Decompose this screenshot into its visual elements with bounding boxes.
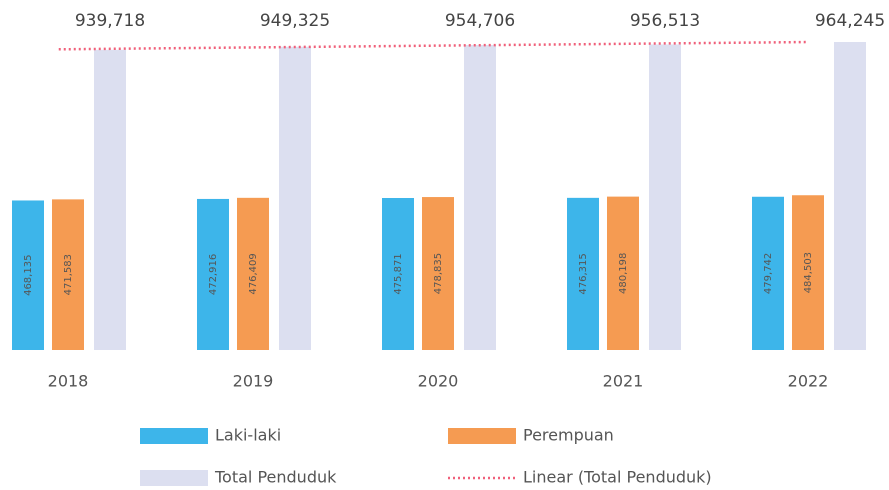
legend-swatch (140, 428, 208, 444)
value-label: 475,871 (393, 253, 404, 294)
legend-swatch (448, 428, 516, 444)
bar (792, 195, 824, 350)
bar (422, 197, 454, 350)
bar (607, 196, 639, 350)
bar (834, 42, 866, 350)
bar (567, 197, 599, 350)
value-label: 949,325 (260, 11, 330, 31)
legend-label: Total Penduduk (214, 468, 337, 487)
bar (12, 200, 44, 350)
bar (382, 197, 414, 350)
trendline (58, 40, 809, 51)
bar (464, 45, 496, 350)
x-tick-label: 2022 (788, 372, 829, 391)
bar (752, 196, 784, 350)
x-tick-label: 2020 (418, 372, 459, 391)
value-label: 476,409 (248, 253, 259, 294)
value-label: 479,742 (763, 253, 774, 294)
value-label: 476,315 (578, 253, 589, 294)
x-tick-label: 2021 (603, 372, 644, 391)
value-label: 471,583 (63, 254, 74, 295)
bar (279, 46, 311, 351)
x-tick-label: 2019 (233, 372, 274, 391)
legend-label: Perempuan (523, 426, 614, 445)
value-label: 954,706 (445, 11, 515, 31)
bar (52, 199, 84, 350)
value-label: 964,245 (815, 11, 885, 31)
value-label: 478,835 (433, 253, 444, 294)
bar (197, 198, 229, 350)
value-label: 480,198 (618, 253, 629, 294)
bar (649, 44, 681, 351)
bar (94, 49, 126, 350)
legend-label: Linear (Total Penduduk) (523, 468, 712, 487)
bar (237, 197, 269, 350)
legend-label: Laki-laki (215, 426, 281, 445)
value-label: 468,135 (23, 255, 34, 296)
legend-swatch (140, 470, 208, 486)
x-tick-label: 2018 (48, 372, 89, 391)
value-label: 472,916 (208, 254, 219, 295)
value-label: 939,718 (75, 11, 145, 31)
value-label: 484,503 (803, 252, 814, 293)
value-label: 956,513 (630, 11, 700, 31)
